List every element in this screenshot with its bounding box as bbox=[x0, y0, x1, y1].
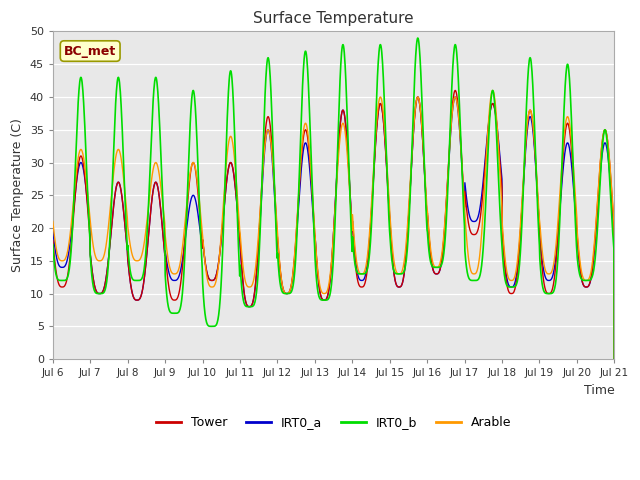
Y-axis label: Surface Temperature (C): Surface Temperature (C) bbox=[11, 119, 24, 272]
X-axis label: Time: Time bbox=[584, 384, 614, 396]
Text: BC_met: BC_met bbox=[64, 45, 116, 58]
Title: Surface Temperature: Surface Temperature bbox=[253, 11, 414, 26]
Legend: Tower, IRT0_a, IRT0_b, Arable: Tower, IRT0_a, IRT0_b, Arable bbox=[150, 411, 516, 434]
